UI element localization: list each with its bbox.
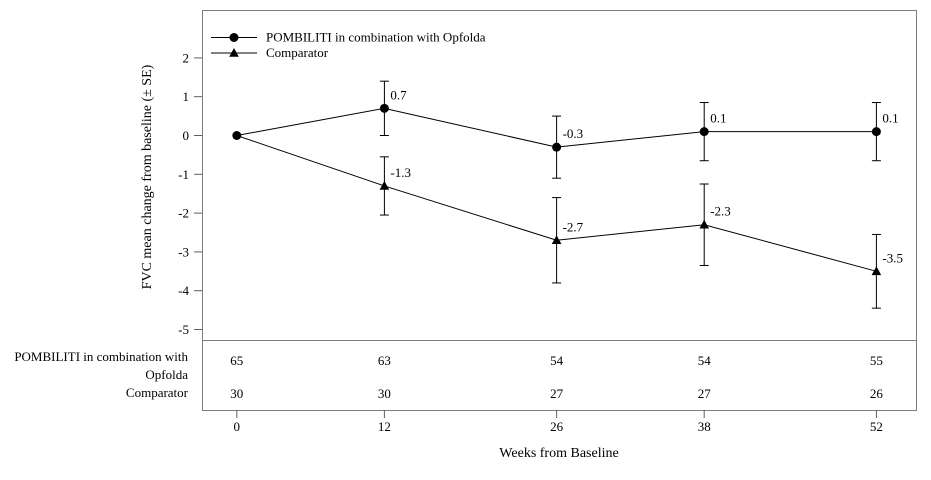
data-point-circle: [552, 142, 562, 152]
value-label: -2.3: [710, 204, 731, 219]
atrisk-count: 63: [378, 353, 391, 368]
atrisk-count: 27: [550, 386, 564, 401]
value-label: 0.7: [390, 87, 407, 102]
value-label: 0.1: [710, 111, 726, 126]
y-axis-title: FVC mean change from baseline (± SE): [140, 64, 155, 289]
atrisk-count: 30: [378, 386, 391, 401]
atrisk-count: 55: [870, 353, 883, 368]
data-point-triangle: [379, 180, 390, 190]
atrisk-row-label: Comparator: [126, 385, 189, 400]
atrisk-count: 54: [698, 353, 712, 368]
value-label: -2.7: [563, 219, 584, 234]
y-tick-label: 0: [183, 128, 190, 143]
legend: POMBILITI in combination with Opfolda Co…: [211, 30, 486, 60]
atrisk-count: 30: [230, 386, 243, 401]
x-tick-label: 0: [234, 419, 241, 434]
y-tick-label: -5: [178, 322, 189, 337]
atrisk-row-label: Opfolda: [145, 367, 188, 382]
value-label: -3.5: [882, 250, 903, 265]
y-tick-label: -3: [178, 244, 189, 259]
x-tick-label: 12: [378, 419, 391, 434]
legend-circle-marker-icon: [229, 33, 239, 42]
legend-label-pombiliti: POMBILITI in combination with Opfolda: [266, 30, 486, 45]
atrisk-count: 54: [550, 353, 564, 368]
data-point-circle: [379, 103, 389, 113]
value-label: -1.3: [390, 165, 411, 180]
atrisk-count: 27: [698, 386, 712, 401]
y-tick-label: -2: [178, 206, 189, 221]
atrisk-row-label: POMBILITI in combination with: [14, 349, 188, 364]
x-tick-label: 26: [550, 419, 564, 434]
y-tick-label: 2: [183, 50, 190, 65]
legend-label-comparator: Comparator: [266, 45, 329, 60]
atrisk-count: 26: [870, 386, 884, 401]
chart-dynamic-content: 2 1 0 -1 -2 -3 -4 -5 0 12 26 38 52 -1.3 -2.7 -2.3 -3.5 0.…: [14, 50, 903, 434]
plot-frame: [202, 10, 917, 341]
legend-triangle-marker-icon: [229, 48, 239, 57]
x-axis-title: Weeks from Baseline: [499, 446, 618, 461]
y-tick-label: 1: [183, 89, 190, 104]
x-tick-label: 52: [870, 419, 883, 434]
value-label: -0.3: [563, 126, 584, 141]
atrisk-table-frame: [202, 340, 917, 411]
data-point-circle: [699, 127, 709, 137]
data-point-triangle: [871, 266, 882, 276]
data-point-circle: [232, 131, 242, 140]
atrisk-count: 65: [230, 353, 243, 368]
data-point-triangle: [699, 219, 709, 229]
data-point-triangle: [551, 235, 562, 245]
x-tick-label: 38: [698, 419, 711, 434]
data-point-circle: [871, 127, 881, 137]
y-tick-label: -1: [178, 167, 189, 182]
value-label: 0.1: [882, 111, 898, 126]
y-tick-label: -4: [178, 283, 189, 298]
